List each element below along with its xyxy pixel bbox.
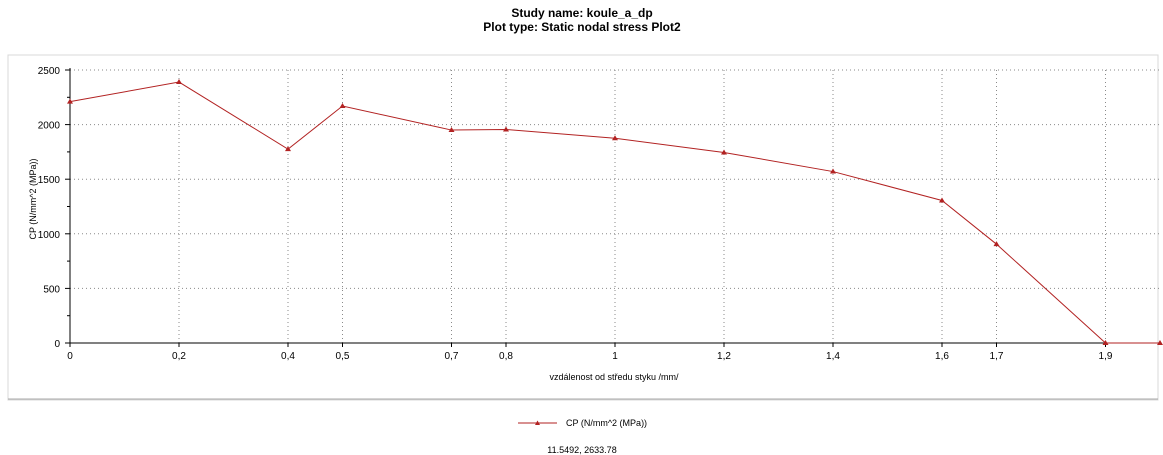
x-tick-label: 0,4 [281,351,295,362]
x-tick-label: 0,5 [336,351,350,362]
chart-title-line-2: Plot type: Static nodal stress Plot2 [483,20,681,34]
x-tick-label: 1,7 [990,351,1004,362]
plot-frame [7,54,1159,401]
y-axis-ticks: 0 500 1000 1500 2000 2500 [38,66,70,350]
x-tick-label: 0,8 [499,351,513,362]
x-axis-ticks: 0 0,2 0,4 0,5 0,7 0,8 1 1,2 1,4 1,6 1,7 1,9 [67,343,1113,362]
legend-marker-icon [535,420,540,425]
x-tick-label: 1,6 [935,351,949,362]
y-tick-label: 0 [54,339,60,350]
data-point-marker [830,168,836,174]
y-tick-label: 1500 [38,175,61,186]
x-tick-label: 0,2 [172,351,186,362]
data-point-marker [448,127,455,133]
data-point-marker [285,146,291,152]
x-tick-label: 1,2 [717,351,731,362]
legend: CP (N/mm^2 (MPa)) [518,418,647,428]
data-point-marker [993,241,1000,247]
y-tick-label: 2000 [38,121,61,132]
x-tick-label: 0 [67,351,73,362]
data-point-marker [721,149,727,155]
data-point-marker [939,197,945,203]
data-point-marker [1157,340,1163,345]
x-tick-label: 0,7 [445,351,459,362]
data-point-marker [339,103,346,109]
series-plot [67,79,1163,345]
chart-title-line-1: Study name: koule_a_dp [511,6,652,20]
y-tick-label: 1000 [38,230,61,241]
data-point-marker [67,98,73,104]
x-tick-label: 1 [612,351,618,362]
data-point-marker [176,79,182,85]
x-axis-label: vzdálenost od středu styku /mm/ [549,372,679,382]
y-axis-label: CP (N/mm^2 (MPa)) [28,158,38,239]
data-point-marker [1102,340,1109,345]
y-tick-label: 2500 [38,66,61,77]
cursor-coordinate-readout: 11.5492, 2633.78 [547,445,616,455]
x-tick-label: 1,9 [1099,351,1113,362]
x-tick-label: 1,4 [826,351,840,362]
grid [70,69,1160,343]
data-point-marker [612,135,618,141]
data-point-marker [503,126,509,132]
legend-label: CP (N/mm^2 (MPa)) [566,418,647,428]
y-tick-label: 500 [43,284,60,295]
